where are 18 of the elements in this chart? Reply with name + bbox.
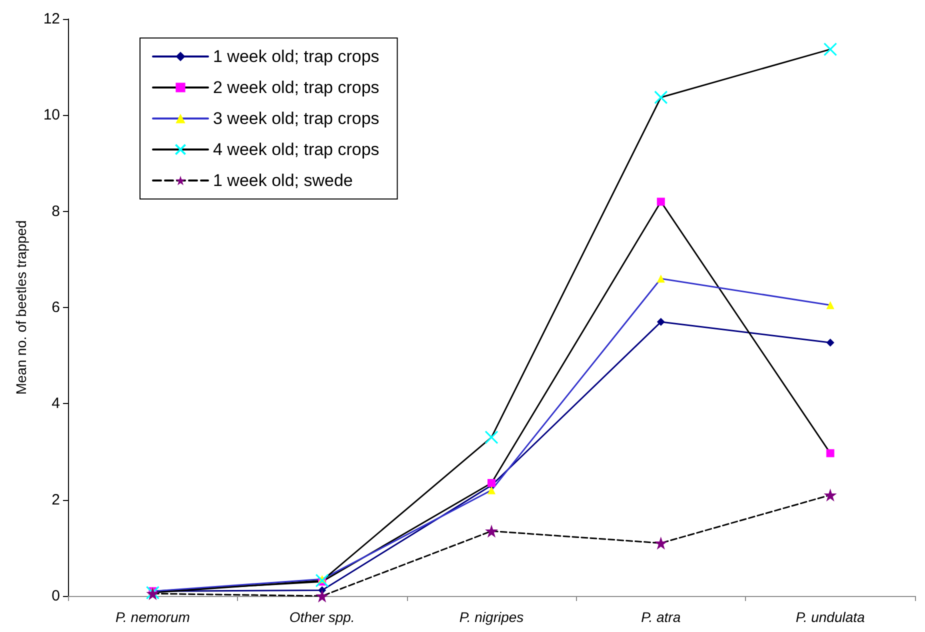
y-tick-label: 2	[52, 491, 60, 508]
x-tick-label: P. nemorum	[115, 609, 190, 625]
legend-label: 1 week old; swede	[213, 171, 353, 190]
legend-label: 1 week old; trap crops	[213, 47, 380, 66]
y-tick-label: 0	[52, 588, 60, 604]
legend-label: 4 week old; trap crops	[213, 140, 380, 159]
x-tick-label: Other spp.	[289, 609, 355, 625]
y-axis-title: Mean no. of beetles trapped	[13, 220, 29, 395]
x-tick-label: P. undulata	[796, 609, 866, 625]
y-tick-label: 4	[52, 395, 60, 412]
y-tick-label: 8	[52, 202, 60, 220]
y-tick-label: 12	[43, 10, 60, 28]
x-tick-label: P. nigripes	[459, 609, 524, 625]
y-tick-label: 6	[52, 299, 60, 316]
legend-label: 3 week old; trap crops	[213, 109, 380, 128]
y-tick-label: 10	[43, 106, 60, 124]
x-tick-label: P. atra	[641, 609, 681, 625]
legend-label: 2 week old; trap crops	[213, 78, 380, 97]
